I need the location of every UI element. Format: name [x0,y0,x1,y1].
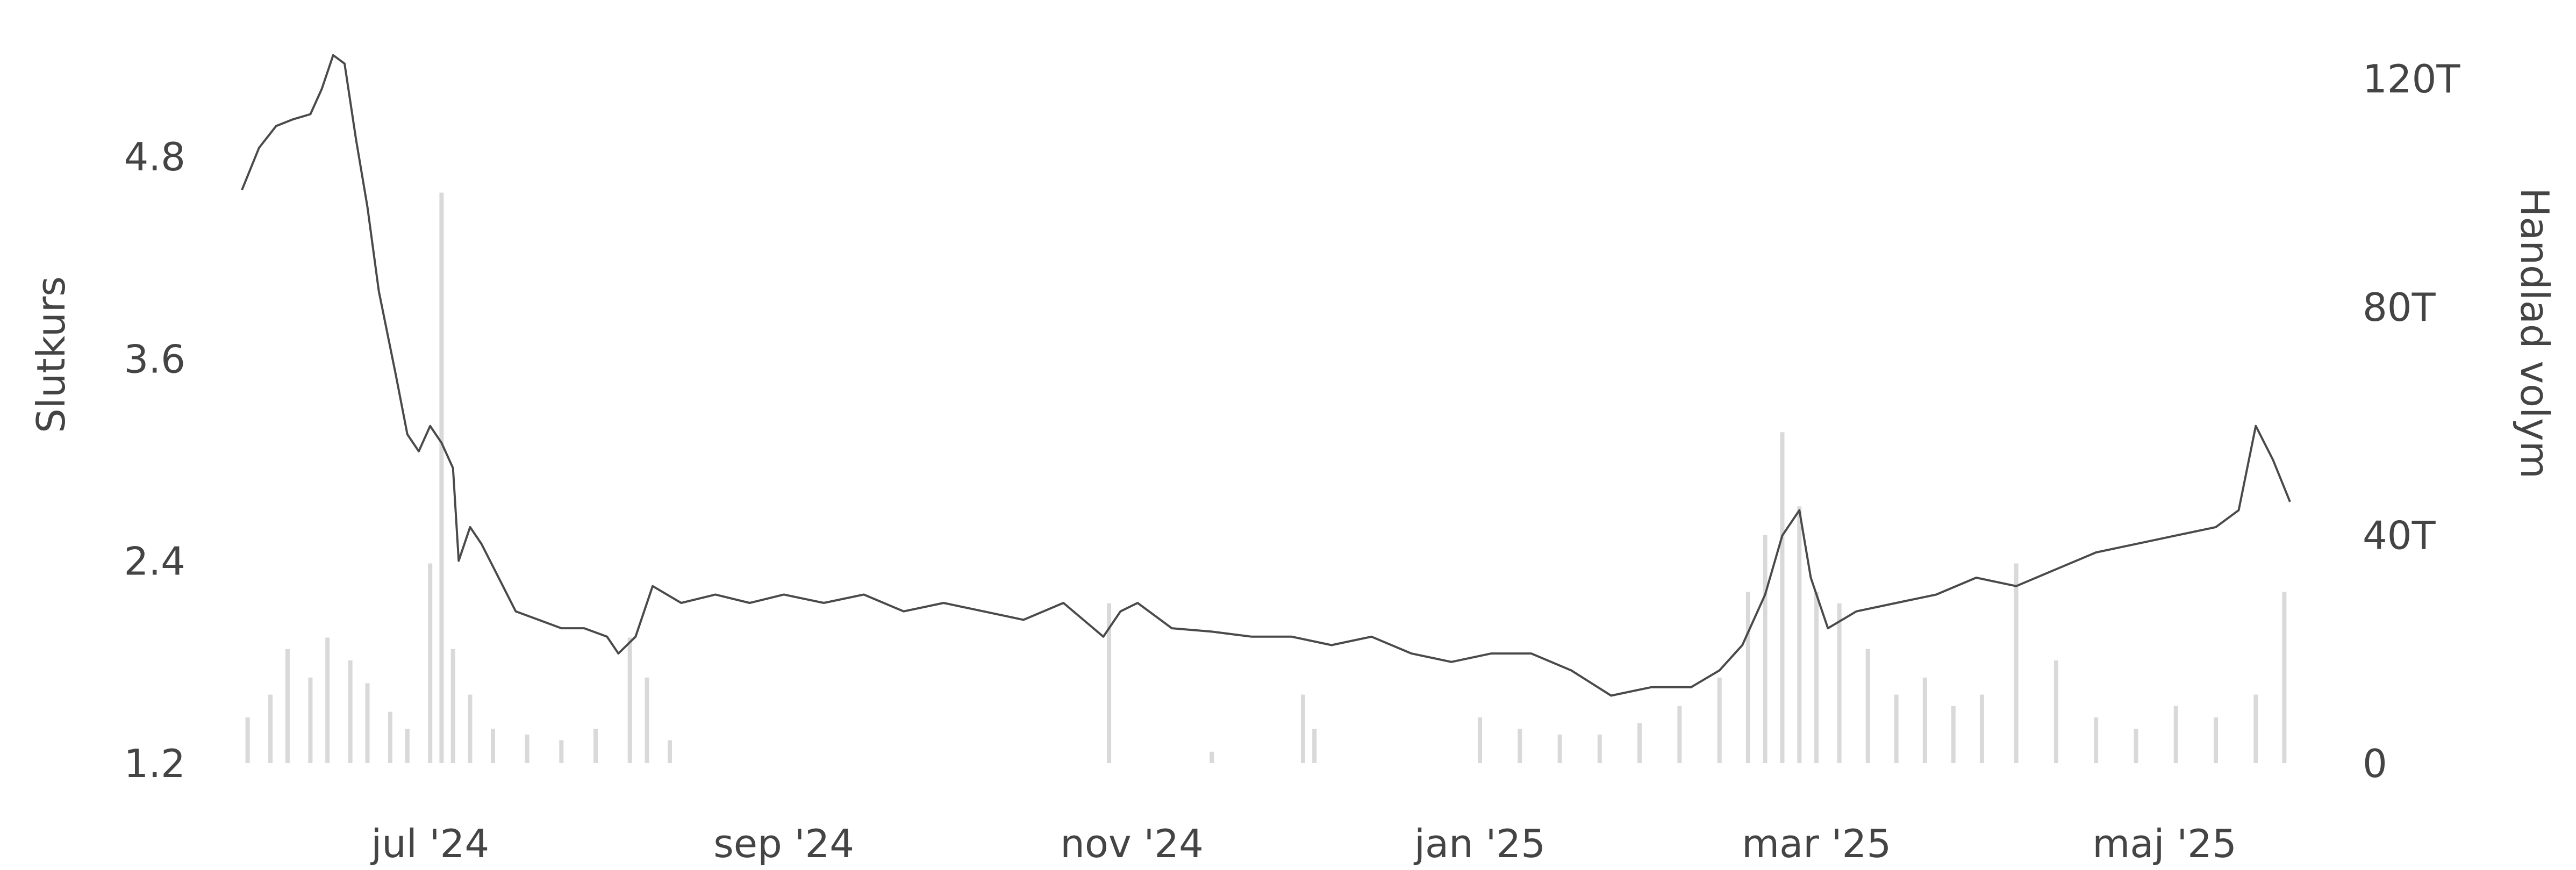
volume-bar [365,683,370,763]
volume-bar [1814,592,1819,763]
volume-bar [2094,717,2099,763]
y2-tick-label: 120T [2363,56,2460,102]
volume-bar [405,729,410,763]
volume-bar [1837,603,1842,763]
volume-bar [268,694,273,763]
volume-bar [285,649,290,763]
price-line-layer [241,54,2291,697]
volume-bar [645,677,649,763]
volume-bar [1677,706,1682,763]
volume-bar [1597,734,1602,763]
volume-bar [1312,729,1317,763]
y-axis-left-title: Slutkurs [28,276,74,433]
y-axis-right-ticks: 0 40T 80T 120T [2363,56,2460,786]
volume-bar [593,729,598,763]
volume-bar [1637,723,1642,763]
volume-bar [1797,506,1802,763]
volume-bar [559,740,564,763]
x-tick-label: jan '25 [1413,821,1545,866]
y2-tick-label: 0 [2363,741,2387,786]
volume-bar [308,677,313,763]
x-tick-label: mar '25 [1742,821,1891,866]
volume-bar [1865,649,1870,763]
volume-bar [1979,694,1984,763]
x-tick-label: sep '24 [713,821,854,866]
y2-tick-label: 40T [2363,513,2436,558]
y-axis-right-title: Handlad volym [2512,188,2557,479]
volume-bar [1780,432,1785,763]
volume-bar [668,740,672,763]
x-tick-label: jul '24 [370,821,489,866]
volume-bar [325,637,330,763]
y-tick-label: 4.8 [124,134,185,179]
volume-bar [450,649,455,763]
volume-bar [348,660,353,763]
volume-bar [2282,592,2287,763]
volume-bar [1717,677,1722,763]
price-line [241,54,2291,697]
y-axis-left-ticks: 1.2 2.4 3.6 4.8 [124,134,185,786]
x-tick-label: maj '25 [2092,821,2237,866]
x-tick-label: nov '24 [1060,821,1204,866]
volume-bar [1951,706,1956,763]
volume-bar [2214,717,2218,763]
volume-bar [2053,660,2058,763]
volume-bar [1210,751,1214,763]
volume-bar [245,717,250,763]
volume-bar [2134,729,2138,763]
volume-bar [1763,535,1768,763]
volume-bar [468,694,473,763]
volume-bar [1518,729,1522,763]
volume-bar [1745,592,1750,763]
volume-bar [1922,677,1927,763]
volume-bar [491,729,495,763]
volume-bar [627,637,632,763]
y-tick-label: 2.4 [124,539,185,584]
volume-bars [245,192,2287,763]
volume-bar [1107,603,1112,763]
y-tick-label: 3.6 [124,336,185,382]
volume-bar [428,563,433,763]
volume-bar [2253,694,2258,763]
volume-bar [525,734,529,763]
y2-tick-label: 80T [2363,285,2436,330]
y-tick-label: 1.2 [124,741,185,786]
volume-bar [2173,706,2178,763]
volume-bar [1301,694,1305,763]
volume-bar [388,711,392,763]
volume-bar [1478,717,1482,763]
x-axis-ticks: jul '24 sep '24 nov '24 jan '25 mar '25 maj '… [370,821,2237,866]
volume-bar [1557,734,1562,763]
volume-bar [439,192,444,763]
volume-bar [2014,563,2019,763]
volume-bar [1894,694,1899,763]
